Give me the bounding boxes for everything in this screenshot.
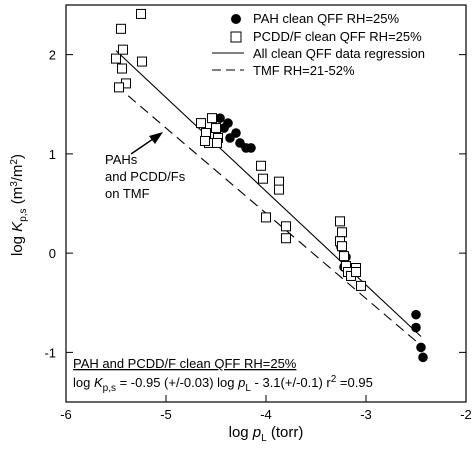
x-axis-title: log pL (torr): [229, 424, 304, 444]
annotation-line-3: on TMF: [105, 186, 150, 201]
pah-point: [411, 309, 421, 320]
legend-marker-pah: [231, 14, 241, 24]
pah-point: [416, 342, 426, 353]
annotation-line-2: and PCDD/Fs: [105, 169, 186, 184]
annotation-arrow-head: [149, 132, 163, 144]
equation-text: log Kp,s = -0.95 (+/-0.03) log pL - 3.1(…: [73, 374, 373, 394]
x-tick-label: -4: [260, 407, 272, 422]
pcddf-point: [117, 63, 127, 74]
pcddf-point: [337, 227, 347, 238]
pcddf-point: [351, 266, 361, 277]
legend: PAH clean QFF RH=25% PCDD/F clean QFF RH…: [212, 11, 425, 78]
y-axis-title: log Kp,s (m3/m2): [9, 154, 29, 256]
pcddf-point: [114, 82, 124, 93]
pcddf-point: [356, 280, 366, 291]
pah-point: [246, 143, 256, 153]
regression-equation: PAH and PCDD/F clean QFF RH=25% log Kp,s…: [73, 356, 373, 394]
pcddf-point: [211, 123, 221, 134]
x-tick-label: -5: [160, 407, 172, 422]
pcddf-point: [196, 118, 206, 129]
y-tick-label: -1: [44, 345, 56, 360]
legend-label-regression: All clean QFF data regression: [253, 46, 425, 61]
pcddf-point: [281, 233, 291, 244]
pcddf-point: [281, 221, 291, 232]
tmf-annotation: PAHs and PCDD/Fs on TMF: [105, 132, 186, 201]
pah-point: [411, 322, 421, 333]
pcddf-point: [256, 160, 266, 171]
legend-label-pah: PAH clean QFF RH=25%: [253, 11, 400, 26]
equation-title: PAH and PCDD/F clean QFF RH=25%: [73, 356, 297, 371]
pah-point: [231, 128, 241, 138]
x-axis-ticks: -6 -5 -4 -3 -2: [60, 395, 472, 422]
pcddf-point: [212, 137, 222, 148]
x-tick-label: -3: [360, 407, 372, 422]
qff-regression-line: [115, 50, 422, 337]
y-tick-label: 2: [49, 48, 56, 63]
data-points: [111, 8, 428, 363]
x-tick-label: -2: [460, 407, 472, 422]
pcddf-point: [261, 212, 271, 223]
pcddf-point: [116, 23, 126, 34]
pcddf-point: [200, 135, 210, 146]
pcddf-point: [118, 44, 128, 55]
pcddf-point: [137, 56, 147, 67]
y-axis-ticks: -1 0 1 2: [44, 48, 466, 360]
legend-marker-pcddf: [230, 31, 242, 43]
y-tick-label: 1: [49, 147, 56, 162]
pah-point: [223, 118, 233, 128]
pah-point: [215, 113, 225, 123]
pcddf-point: [258, 173, 268, 184]
pah-point: [418, 352, 428, 363]
legend-label-pcddf: PCDD/F clean QFF RH=25%: [253, 29, 422, 44]
pcddf-point: [111, 53, 121, 64]
annotation-line-1: PAHs: [105, 152, 138, 167]
legend-label-tmf: TMF RH=21-52%: [253, 63, 355, 78]
y-tick-label: 0: [49, 246, 56, 261]
pcddf-point: [335, 216, 345, 227]
regression-lines: [115, 50, 422, 346]
pcddf-point: [337, 241, 347, 252]
pcddf-point: [136, 8, 146, 19]
annotation-arrow-shaft: [130, 138, 154, 155]
pcddf-point: [339, 251, 349, 262]
pcddf-point: [207, 113, 217, 124]
x-tick-label: -6: [60, 407, 72, 422]
pcddf-point: [274, 184, 284, 195]
